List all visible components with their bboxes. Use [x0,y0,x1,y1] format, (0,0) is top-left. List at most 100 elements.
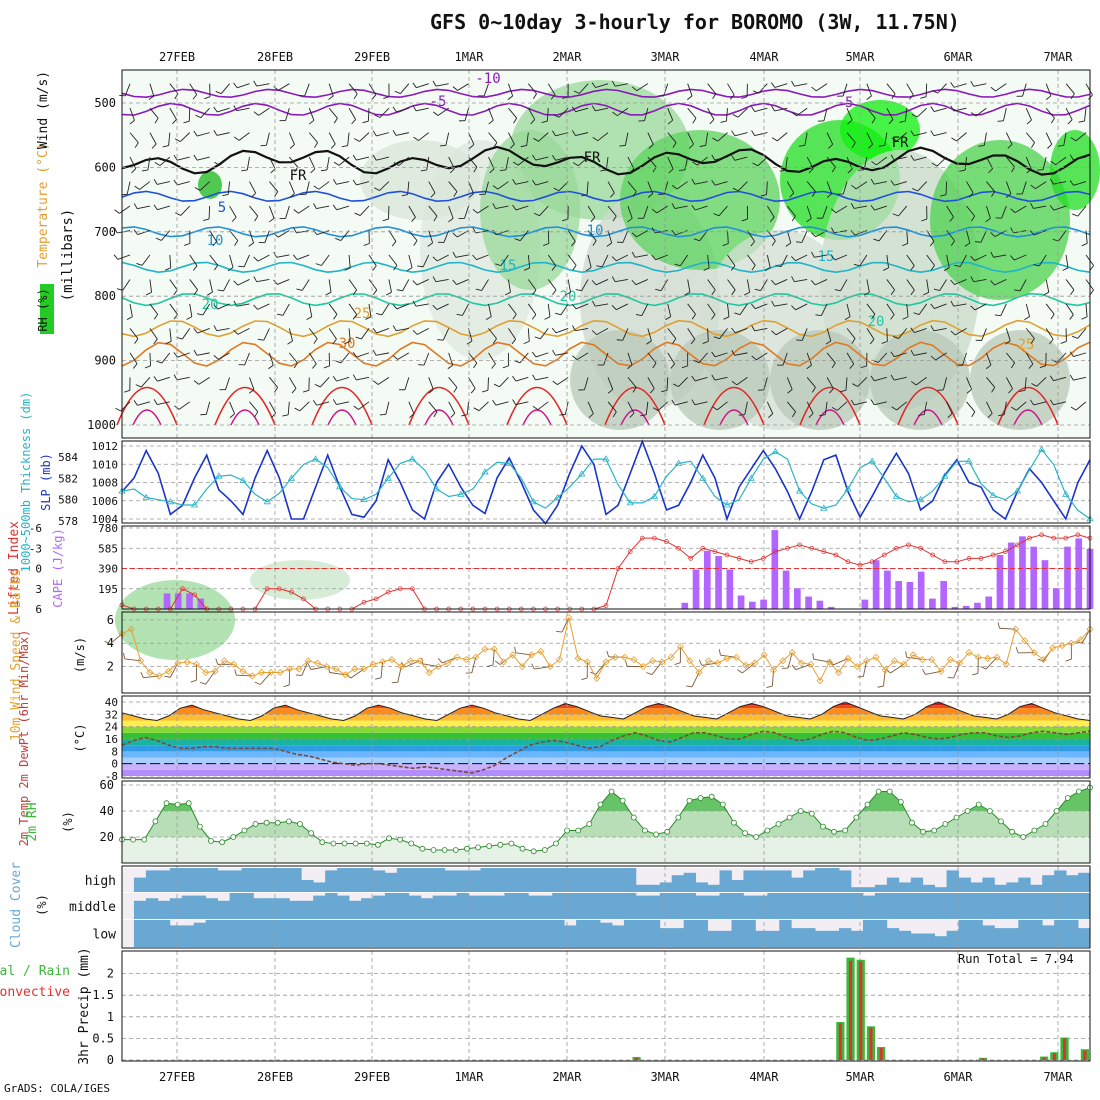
profile-wind-barb-135-flag [868,143,873,149]
profile-wind-barb-214 [484,181,489,195]
profile-wind-barb-343-flag [113,254,119,260]
cloud-low-cell-64 [886,928,900,947]
profile-wind-barb-370 [655,254,668,261]
profile-wind-barb-20-flag [532,93,537,100]
profile-wind-barb-365 [567,254,577,266]
cloud-high-cell-31 [492,868,505,892]
profile-wind-barb-341-flag [1052,238,1059,242]
wind10m-barb-62 [691,672,700,688]
cloud-row-label-high: high [85,874,116,889]
profile-wind-barb-217 [535,181,549,186]
rh2m-point-29 [441,847,448,853]
profile-wind-barb-441-flag [126,316,133,320]
cloud-high-cell-30 [480,868,493,892]
profile-wind-barb-216-flag [512,178,517,185]
wind10m-barb-10 [205,671,216,685]
temp2m-ylabel: 2m Temp 2m DewPt (6hr Min/Max) [17,630,31,847]
profile-wind-barb-158-flag [333,161,340,166]
profile-wind-barb-500 [328,328,337,340]
profile-wind-barb-387-flag [990,251,994,258]
run-total: Run Total = 7.94 [958,952,1074,966]
profile-wind-barb-265-flag [512,204,517,211]
profile-wind-barb-557-flag [491,363,496,369]
profile-wind-barb-525-flag [825,340,832,345]
lifted-index-point-21 [373,596,379,602]
profile-wind-barb-635-flag [1049,375,1054,381]
profile-wind-barb-335-flag [950,240,955,246]
profile-wind-barb-489 [1085,303,1088,317]
rh2m-point-18 [319,839,326,846]
profile-wind-barb-326 [766,230,776,241]
profile-wind-barb-440-flag [1089,289,1094,296]
profile-wind-barb-176 [697,156,708,166]
wind10m-barb-0 [109,633,123,645]
rh2m-point-47 [642,827,648,834]
profile-wind-barb-595 [269,377,279,388]
profile-wind-barb-275-flag [713,213,720,217]
profile-wind-barb-236-flag [912,188,918,192]
profile-wind-barb-82 [774,107,788,112]
profile-wind-barb-49-flag [129,119,135,125]
profile-wind-barb-195 [1073,156,1087,161]
rh2m-point-86 [1075,788,1082,795]
date-label-bottom-8: 6MAR [944,1070,974,1084]
profile-wind-barb-637-flag [115,407,122,412]
profile-wind-barb-421 [707,279,716,291]
profile-wind-barb-368-flag [611,256,617,262]
date-label-top-8: 6MAR [944,50,974,64]
profile-wind-barb-509 [508,328,517,340]
thickness-point-44 [650,492,659,499]
profile-wind-barb-619 [736,376,748,386]
lifted-index-point-62 [869,559,875,565]
profile-wind-barb-162 [426,157,430,171]
profile-wind-barb-496-flag [233,329,239,335]
profile-wind-barb-656-flag [492,399,497,406]
cloud-low-cell-42 [623,920,637,947]
profile-wind-barb-278-flag [791,215,796,222]
cloud-middle-cell-67 [922,893,936,919]
profile-wind-barb-226-flag [711,179,716,186]
profile-wind-barb-210 [407,181,410,195]
date-label-bottom-3: 1MAR [455,1070,485,1084]
profile-wind-barb-137-flag [891,137,898,142]
wind10m-barb-6-flag [164,675,171,678]
profile-wind-barb-11 [348,83,358,95]
profile-wind-barb-324 [727,230,729,244]
profile-wind-barb-570 [734,352,748,356]
cloud-high-cell-66 [910,877,924,892]
profile-wind-barb-680 [986,401,993,414]
profile-wind-barb-578 [894,352,907,358]
lifted-index-point-6 [192,592,197,598]
wind10m-point-3 [146,668,154,677]
rh2m-point-75 [953,814,960,821]
profile-wind-barb-588-flag [124,389,131,393]
profile-wind-barb-201 [227,181,231,195]
profile-wind-barb-456 [415,303,429,307]
profile-wind-barb-407-flag [412,280,418,286]
cloud-low-cell-9 [229,920,242,947]
profile-wind-barb-398-flag [233,280,239,286]
cloud-high-cell-10 [241,868,254,892]
rh2m-point-74 [942,821,949,827]
wind10m-point-29 [388,656,396,664]
lifted-index-point-13 [276,586,282,592]
profile-wind-barb-391-flag [1089,265,1094,271]
profile-wind-barb-172 [627,156,635,169]
wind10m-barb-68-flag [737,669,743,674]
profile-wind-barb-295 [137,230,151,235]
rh2m-point-8 [208,838,214,844]
wind10m-barb-22-flag [307,664,312,670]
rh2m-point-71 [909,819,915,826]
profile-wind-barb-617-flag [691,375,696,382]
cloud-frame [121,865,1091,949]
profile-wind-barb-514 [596,328,609,336]
profile-wind-barb-70-flag [541,120,548,124]
profile-wind-barb-472-flag [734,312,741,316]
profile-wind-barb-314 [519,230,529,241]
date-label-top-6: 4MAR [750,50,780,64]
profile-wind-barb-203-flag [274,191,279,197]
profile-wind-barb-458 [462,303,469,316]
profile-wind-barb-589 [140,377,151,388]
temp-band-8 [122,720,1090,727]
profile-wind-barb-98 [129,132,139,143]
